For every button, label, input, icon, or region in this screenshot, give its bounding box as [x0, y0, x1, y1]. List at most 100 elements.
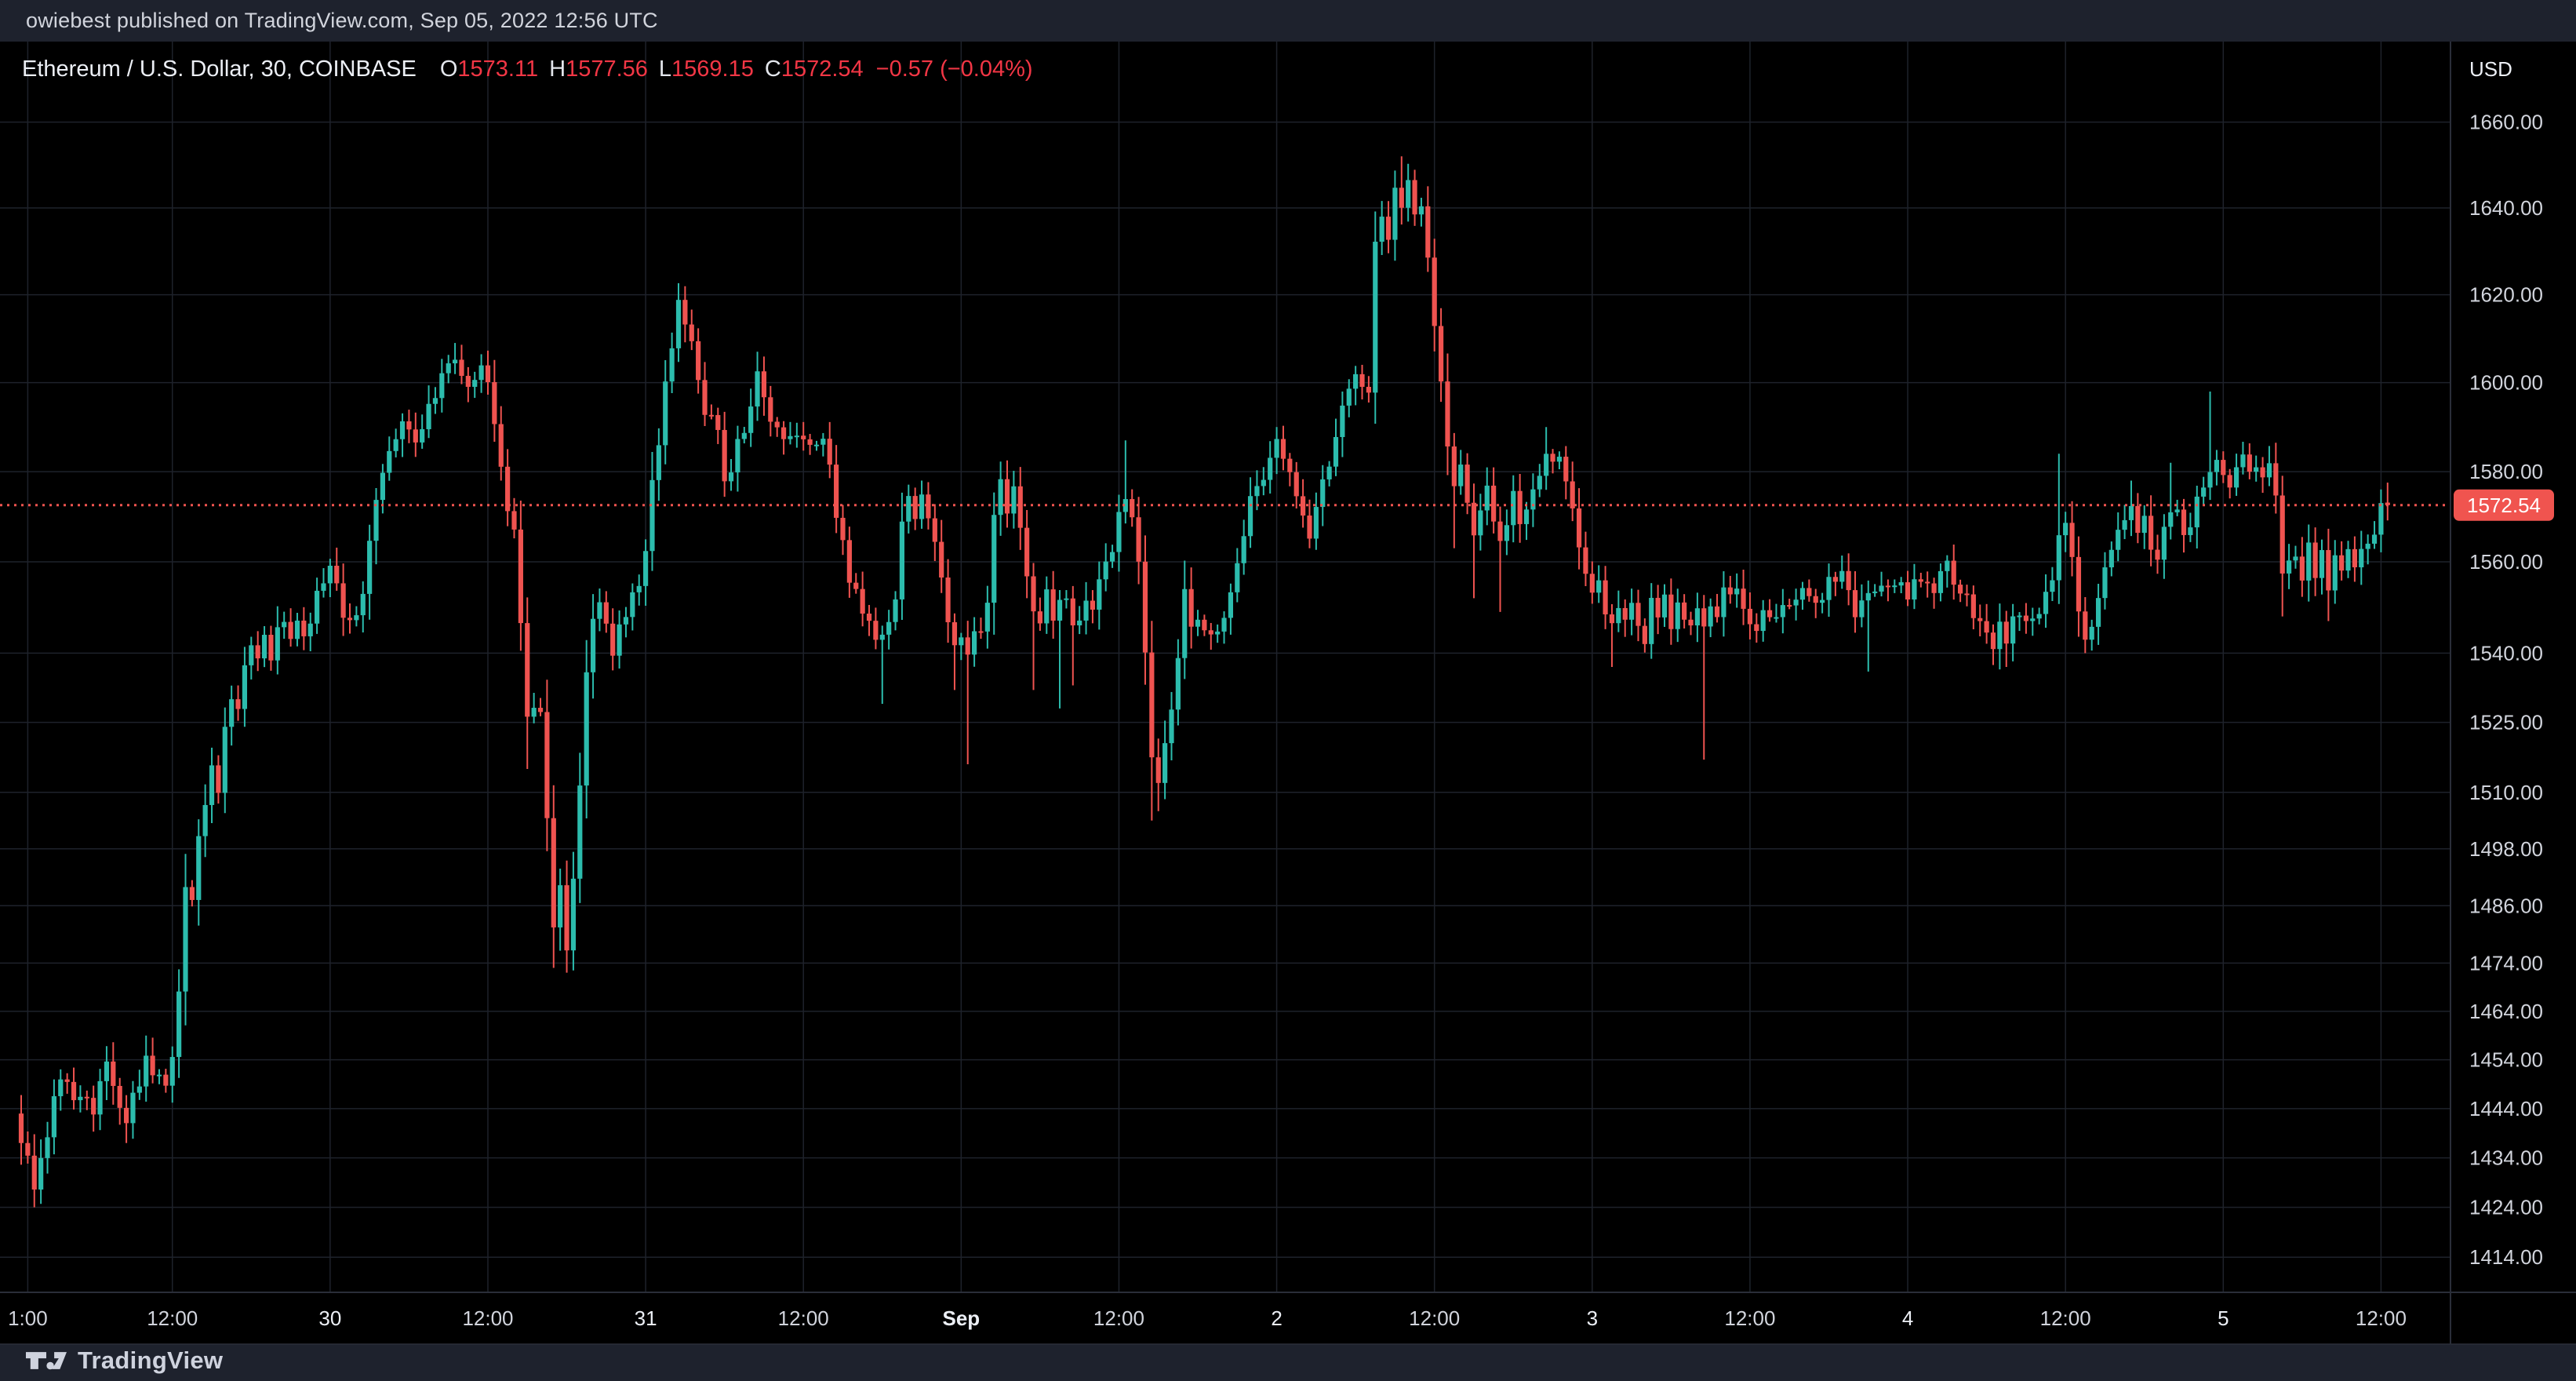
candle-body-down: [2155, 549, 2160, 560]
candle-body-down: [1688, 619, 1694, 626]
candle-body-up: [1937, 570, 1944, 593]
time-axis-pane[interactable]: [0, 1292, 2576, 1344]
candle-body-down: [1359, 373, 1365, 388]
candle-body-up: [2201, 487, 2207, 497]
candle-body-down: [1497, 521, 1503, 541]
time-axis-label: 12:00: [147, 1306, 198, 1330]
candle-body-down: [1399, 188, 1404, 208]
candle-body-up: [1774, 617, 1779, 619]
candle-body-down: [2135, 505, 2141, 534]
candle-body-down: [2181, 509, 2187, 535]
tradingview-logo-icon: [26, 1352, 67, 1370]
candle-body-down: [1642, 625, 1647, 644]
candle-body-up: [906, 496, 911, 522]
candle-body-up: [1484, 485, 1490, 511]
candle-body-up: [1077, 620, 1082, 625]
candle-body-up: [1760, 610, 1766, 632]
candle-body-down: [1846, 570, 1851, 591]
candle-body-up: [879, 634, 885, 640]
candle-body-down: [406, 421, 412, 430]
candle-body-down: [1970, 594, 1976, 618]
candle-body-up: [209, 765, 215, 805]
candle-body-up: [446, 363, 451, 373]
candle-body-up: [1879, 585, 1884, 592]
price-axis-label: 1498.00: [2469, 837, 2543, 861]
candle-body-down: [846, 540, 852, 583]
candle-body-up: [1011, 486, 1017, 514]
ohlc-low-value: 1569.15: [671, 56, 754, 82]
candle-body-up: [1247, 496, 1253, 537]
candle-body-up: [1044, 589, 1050, 624]
ohlc-high-value: 1577.56: [566, 56, 648, 82]
candle-body-down: [1004, 479, 1010, 514]
price-axis-label: 1454.00: [2469, 1048, 2543, 1072]
candle-body-up: [2108, 549, 2114, 568]
price-axis-label: 1660.00: [2469, 111, 2543, 134]
candle-body-down: [1951, 560, 1956, 585]
candle-body-down: [610, 623, 616, 656]
candle-body-up: [728, 472, 734, 482]
price-axis-label: 1540.00: [2469, 641, 2543, 665]
candle-body-up: [1544, 454, 1549, 476]
ohlc-close-value: 1572.54: [780, 56, 864, 82]
candle-body-up: [307, 623, 313, 636]
time-axis-label: 4: [1902, 1306, 1913, 1330]
time-axis-label: 12:00: [2040, 1306, 2091, 1330]
candle-body-up: [373, 500, 379, 541]
candle-body-up: [630, 592, 635, 618]
candle-body-down: [235, 699, 241, 709]
candle-body-up: [1353, 373, 1359, 389]
candle-body-up: [1097, 579, 1102, 610]
candle-body-up: [2214, 460, 2220, 472]
candle-body-up: [1912, 579, 1917, 600]
time-axis-label: Sep: [942, 1306, 980, 1330]
candle-body-up: [222, 727, 227, 793]
candle-body-down: [840, 517, 846, 541]
current-price-tag-value: 1572.54: [2467, 494, 2541, 517]
candle-body-up: [820, 439, 826, 445]
candle-body-down: [2221, 460, 2226, 476]
candle-body-up: [1169, 709, 1174, 744]
candle-body-down: [2069, 523, 2075, 557]
candle-body-up: [2306, 542, 2312, 581]
candle-body-down: [2273, 463, 2279, 496]
candle-body-up: [1793, 599, 1799, 606]
time-axis-label: 2: [1271, 1306, 1282, 1330]
price-axis-unit: USD: [2469, 57, 2512, 81]
candle-body-down: [1024, 527, 1030, 577]
time-axis-label: 12:00: [778, 1306, 829, 1330]
candle-body-down: [1017, 486, 1023, 528]
candle-body-down: [1491, 485, 1497, 522]
candle-body-down: [860, 588, 865, 614]
candle-body-up: [136, 1086, 142, 1093]
price-axis-label: 1424.00: [2469, 1196, 2543, 1219]
price-axis-label: 1486.00: [2469, 894, 2543, 917]
candle-body-up: [478, 365, 484, 381]
candle-body-up: [1820, 599, 1825, 603]
chart-pane-background[interactable]: [0, 42, 2576, 1292]
candle-body-up: [959, 637, 964, 646]
candle-body-down: [1727, 587, 1733, 595]
candle-body-down: [761, 371, 767, 398]
time-axis-label: 12:00: [1093, 1306, 1144, 1330]
price-axis-label: 1510.00: [2469, 781, 2543, 804]
tradingview-logo[interactable]: TradingView: [26, 1346, 223, 1375]
candle-body-up: [439, 373, 445, 399]
candle-body-down: [1037, 611, 1042, 624]
candle-body-up: [169, 1057, 175, 1086]
candle-body-down: [1682, 602, 1687, 620]
price-axis-label: 1525.00: [2469, 711, 2543, 734]
candle-body-up: [2010, 616, 2016, 644]
candle-body-down: [334, 565, 340, 584]
candle-body-up: [577, 785, 583, 879]
candle-body-down: [1635, 603, 1641, 626]
candle-body-up: [2319, 550, 2325, 578]
candle-body-up: [2240, 454, 2246, 468]
candle-body-up: [183, 887, 188, 992]
symbol-title[interactable]: Ethereum / U.S. Dollar, 30, COINBASE: [22, 56, 417, 82]
candle-body-up: [794, 435, 799, 438]
time-axis-label: 3: [1587, 1306, 1598, 1330]
candle-body-up: [748, 406, 754, 433]
candle-body-down: [1852, 590, 1858, 618]
